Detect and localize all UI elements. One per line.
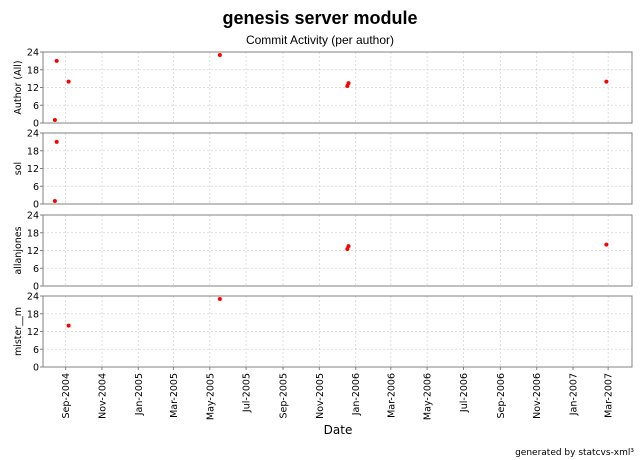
- y-tick-label: 12: [27, 327, 39, 338]
- y-tick-label: 18: [27, 146, 39, 157]
- y-tick-label: 0: [33, 119, 39, 130]
- panel-frame: [42, 132, 633, 205]
- x-tick-label: Jan-2005: [134, 373, 145, 416]
- data-point: [604, 242, 609, 247]
- data-point: [217, 52, 222, 57]
- x-tick-label: Mar-2005: [169, 373, 180, 418]
- data-point: [346, 244, 351, 249]
- panel-background: [43, 296, 632, 367]
- y-tick-label: 6: [33, 264, 39, 275]
- panel-frame: [42, 214, 633, 287]
- y-tick-label: 18: [27, 228, 39, 239]
- x-tick-label: Jan-2007: [569, 373, 580, 416]
- panel-y-label: Author (All): [13, 60, 24, 114]
- panel-background: [43, 52, 632, 123]
- chart-subtitle: Commit Activity (per author): [246, 33, 394, 47]
- data-point: [54, 58, 59, 63]
- panel-frame: [42, 295, 633, 368]
- x-tick-label: Nov-2006: [532, 373, 543, 419]
- y-tick-label: 12: [27, 83, 39, 94]
- y-tick-label: 0: [33, 282, 39, 293]
- data-point: [52, 199, 57, 204]
- x-tick-label: Mar-2006: [386, 373, 397, 418]
- panel-2: 0 6 12 18 24 sol: [13, 129, 633, 211]
- y-tick-label: 24: [27, 48, 39, 59]
- x-tick-label: Sep-2004: [61, 373, 72, 419]
- chart-title: genesis server module: [222, 8, 417, 28]
- y-tick-label: 18: [27, 65, 39, 76]
- y-tick-label: 0: [33, 363, 39, 374]
- x-axis-label: Date: [324, 423, 353, 437]
- x-tick-label: May-2005: [205, 373, 216, 420]
- panel-y-label: sol: [13, 162, 24, 175]
- y-tick-label: 24: [27, 292, 39, 303]
- panel-background: [43, 215, 632, 286]
- panel-y-label: allanjones: [13, 226, 24, 274]
- data-point: [66, 79, 71, 84]
- panel-y-label: mister__m: [13, 307, 24, 356]
- x-ticks-group: Sep-2004 Nov-2004 Jan-2005 Mar-2005 May-2005…: [61, 367, 615, 420]
- y-tick-label: 24: [27, 211, 39, 222]
- x-tick-label: Nov-2005: [315, 373, 326, 419]
- data-point: [66, 323, 71, 328]
- y-tick-label: 12: [27, 164, 39, 175]
- x-tick-label: Jul-2006: [459, 373, 470, 413]
- data-point: [52, 118, 57, 123]
- y-tick-label: 12: [27, 246, 39, 257]
- x-tick-label: Sep-2006: [496, 373, 507, 419]
- x-tick-label: Jul-2005: [242, 373, 253, 413]
- x-tick-label: Jan-2006: [351, 373, 362, 416]
- footer-text: generated by statcvs-xml³: [515, 448, 634, 458]
- y-tick-label: 18: [27, 309, 39, 320]
- y-tick-label: 6: [33, 182, 39, 193]
- x-tick-label: May-2006: [423, 373, 434, 420]
- y-tick-label: 6: [33, 345, 39, 356]
- data-point: [604, 79, 609, 84]
- y-tick-label: 6: [33, 101, 39, 112]
- panel-background: [43, 133, 632, 204]
- panel-frame: [42, 51, 633, 124]
- x-tick-label: Sep-2005: [279, 373, 290, 419]
- data-point: [54, 139, 59, 144]
- y-tick-label: 24: [27, 129, 39, 140]
- data-point: [217, 296, 222, 301]
- y-tick-label: 0: [33, 200, 39, 211]
- x-tick-label: Mar-2007: [604, 373, 615, 418]
- x-tick-label: Nov-2004: [97, 373, 108, 419]
- data-point: [346, 81, 351, 86]
